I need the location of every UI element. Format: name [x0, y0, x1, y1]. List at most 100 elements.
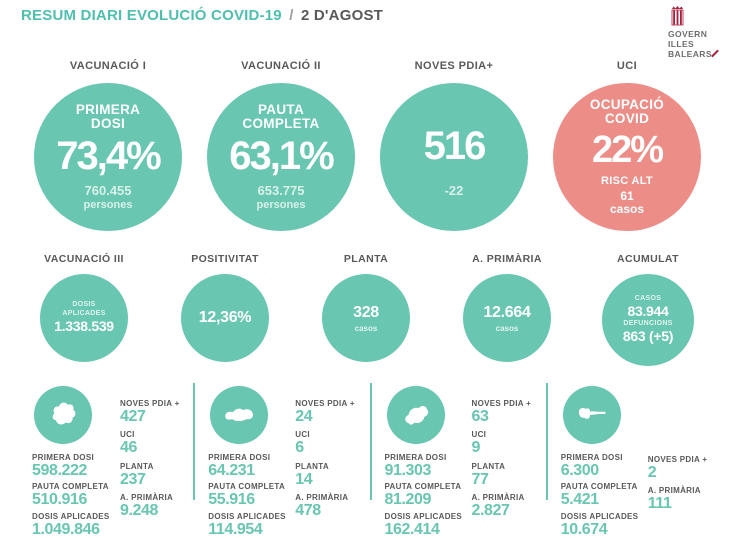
metric-circle-atencio-primaria: 12.664 casos [463, 274, 551, 362]
metric-card-positivitat: POSITIVITAT 12,36% [159, 253, 291, 366]
mallorca-map-icon [34, 386, 92, 444]
page-title: RESUM DIARI EVOLUCIÓ COVID-19 / 2 D'AGOS… [21, 7, 383, 24]
stat-label: PLANTA [471, 461, 506, 471]
stat: A. PRIMÀRIA 478 [295, 493, 355, 519]
metric-circle-noves-pdia: 516 -22 [380, 83, 528, 231]
stat: A. PRIMÀRIA 111 [648, 486, 708, 512]
metric-card-vacunacio-2: VACUNACIÓ II PAUTA COMPLETA 63,1% 653.77… [198, 60, 364, 231]
metric-card-acumulat: ACUMULAT CASOS 83.944 DEFUNCIONS 863 (+5… [582, 253, 714, 366]
stat-label: PLANTA [120, 461, 154, 471]
metric-circle-acumulat: CASOS 83.944 DEFUNCIONS 863 (+5) [602, 274, 694, 366]
stat-value: 111 [647, 495, 672, 513]
circle-label: OCUPACIÓ COVID [589, 96, 665, 127]
metric-card-uci: UCI OCUPACIÓ COVID 22% RISC ALT 61 casos [544, 60, 710, 231]
govern-crest-icon [671, 6, 684, 26]
circle-label: DOSIS APLICADES [62, 301, 106, 317]
circle-label-casos: CASOS [634, 294, 662, 302]
stat: NOVES PDIA +63 [472, 399, 532, 425]
metric-header: A. PRIMÀRIA [472, 253, 542, 265]
stat-value: 2.827 [471, 501, 510, 519]
metric-card-planta: PLANTA 328 casos [300, 253, 432, 366]
stat-value: 6.300 [560, 462, 599, 479]
metric-card-vacunacio-3: VACUNACIÓ III DOSIS APLICADES 1.338.539 [18, 253, 150, 366]
stat: PLANTA 14 [295, 462, 355, 488]
stat: PRIMERA DOSI 6.300 [561, 453, 722, 479]
stat-label: PRIMERA DOSI [32, 453, 94, 462]
stat-value: 63 [471, 408, 489, 425]
stat-value: 478 [295, 501, 321, 519]
metric-circle-pauta-completa: PAUTA COMPLETA 63,1% 653.775 persones [207, 83, 355, 231]
stat-label: NOVES PDIA + [471, 399, 532, 408]
stat-value: 64.231 [208, 462, 255, 479]
circle-value: 328 [353, 304, 379, 322]
circle-cases-count: 61 casos [609, 188, 645, 217]
menorca-map-icon [210, 386, 269, 444]
circle-delta: -22 [444, 182, 464, 198]
metric-card-vacunacio-1: VACUNACIÓ I PRIMERA DOSI 73,4% 760.455 p… [25, 60, 191, 231]
stat: UCI 46 [120, 430, 180, 456]
metric-circle-primera-dosi: PRIMERA DOSI 73,4% 760.455 persones [34, 83, 182, 231]
stat-value: 237 [120, 470, 146, 488]
eivissa-map-icon [386, 386, 445, 444]
islands-breakdown: PRIMERA DOSI 598.222 PAUTA COMPLETA 510.91… [32, 383, 722, 538]
island-section-mallorca: PRIMERA DOSI 598.222 PAUTA COMPLETA 510.91… [32, 383, 193, 538]
stat-label: UCI [120, 430, 135, 440]
stat: PRIMERA DOSI 91.303 [385, 453, 546, 479]
logo-text-line: BALEARS [668, 49, 728, 59]
metric-circle-dosis-aplicades: DOSIS APLICADES 1.338.539 [40, 274, 128, 362]
stat-value: 598.222 [32, 462, 88, 479]
stat-value: 6 [295, 439, 304, 457]
metric-header: VACUNACIÓ II [241, 60, 321, 72]
circle-value: 516 [423, 123, 487, 168]
title-separator: / [289, 7, 294, 24]
metric-circle-positivitat: 12,36% [181, 274, 269, 362]
stat: NOVES PDIA +24 [295, 399, 355, 425]
circle-value: 73,4% [56, 134, 161, 179]
circle-label: PAUTA COMPLETA [242, 101, 320, 132]
metric-header: VACUNACIÓ III [44, 253, 124, 265]
stat-label: A. PRIMÀRIA [295, 492, 349, 502]
metric-header: ACUMULAT [617, 253, 679, 265]
metric-card-noves-pdia: NOVES PDIA+ 516 -22 [371, 60, 537, 231]
circle-value-defuncions: 863 (+5) [622, 328, 674, 345]
stat-label: UCI [295, 430, 310, 440]
stat-label: PRIMERA DOSI [384, 453, 447, 462]
circle-subunit: persones [83, 199, 133, 211]
stat-value: 14 [295, 470, 313, 488]
logo: GOVERN ILLES BALEARS [668, 5, 728, 60]
circle-value: 1.338.539 [54, 317, 114, 334]
stat-value: 427 [120, 408, 146, 425]
stat-label: PAUTA COMPLETA [384, 482, 462, 492]
stat-value: 77 [471, 470, 489, 488]
circle-subunit: persones [256, 199, 306, 211]
circle-unit: casos [495, 323, 519, 333]
stat-label: NOVES PDIA + [295, 399, 355, 408]
stat-label: UCI [471, 430, 487, 440]
island-section-formentera: PRIMERA DOSI 6.300 PAUTA COMPLETA 5.421 DO… [545, 383, 722, 538]
formentera-map-icon [562, 386, 621, 444]
metric-card-atencio-primaria: A. PRIMÀRIA 12.664 casos [441, 253, 573, 366]
circle-subvalue: 653.775 [257, 183, 305, 199]
metric-header: PLANTA [343, 253, 389, 265]
island-right-column: NOVES PDIA +427 UCI 46 PLANTA 237 A. PRIMÀ… [120, 399, 180, 524]
circle-value: 63,1% [229, 134, 334, 179]
stat-label: PRIMERA DOSI [560, 453, 623, 462]
stat-value: 2 [647, 464, 657, 481]
stat: UCI 6 [295, 430, 355, 456]
stat-label: A. PRIMÀRIA [647, 486, 701, 496]
stat-label: PAUTA COMPLETA [560, 482, 638, 492]
metric-header: NOVES PDIA+ [414, 60, 494, 72]
secondary-metrics-row: VACUNACIÓ III DOSIS APLICADES 1.338.539 … [18, 253, 714, 366]
circle-label: PRIMERA DOSI [75, 101, 141, 132]
primary-metrics-row: VACUNACIÓ I PRIMERA DOSI 73,4% 760.455 p… [25, 60, 710, 231]
stat-label: PAUTA COMPLETA [32, 482, 109, 492]
stat: PRIMERA DOSI 64.231 [208, 453, 369, 479]
circle-subvalue: 760.455 [84, 183, 132, 199]
island-section-menorca: PRIMERA DOSI 64.231 PAUTA COMPLETA 55.916 … [193, 383, 369, 538]
island-right-column: NOVES PDIA +63 UCI 9 PLANTA 77 A. PRIMÀRIA… [472, 399, 532, 524]
circle-value: 12,36% [198, 309, 252, 327]
circle-label-defuncions: DEFUNCIONS [623, 320, 673, 327]
stat-value: 9 [471, 439, 481, 457]
island-section-eivissa: PRIMERA DOSI 91.303 PAUTA COMPLETA 81.209 … [369, 383, 546, 538]
logo-text-line: GOVERN [668, 29, 708, 39]
